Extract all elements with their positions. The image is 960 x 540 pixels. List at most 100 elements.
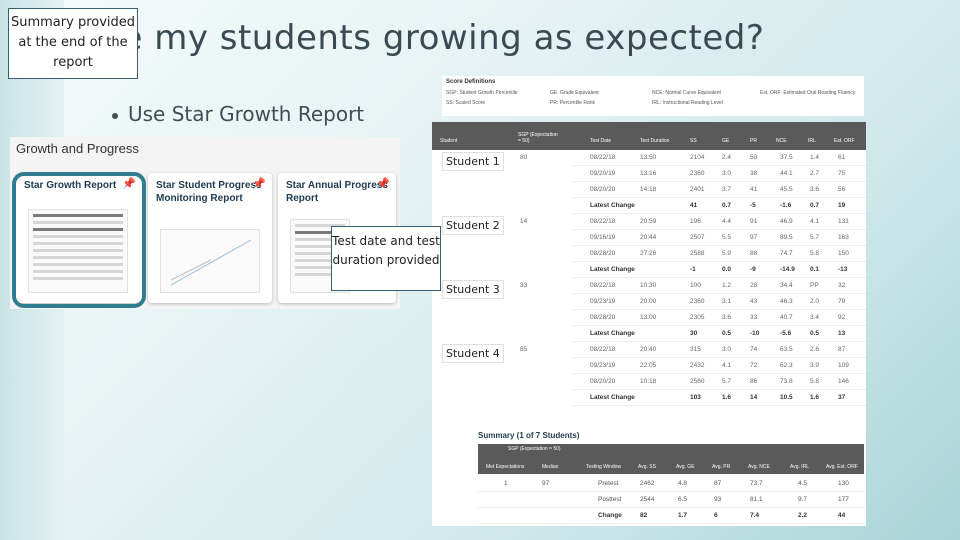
table-cell: 103 [690,394,701,401]
table-row: 09/16/19 20:44 2507 5.5 97 89.5 5.7 163 [572,230,866,246]
table-cell: 79 [838,298,846,305]
table-cell: 09/23/19 [590,298,616,305]
column-header: Avg. IRL [790,464,810,470]
card-title: Star Annual Progress Report [286,180,388,204]
table-cell: 87 [838,346,846,353]
card-progress-monitoring-report[interactable]: Star Student Progress Monitoring Report … [148,173,272,303]
highlight-ring [12,172,146,308]
table-cell: 22:05 [640,362,657,369]
table-cell: 62.3 [780,362,793,369]
table-cell: 50 [750,154,758,161]
column-header: Median [542,464,559,470]
column-header: Avg. NCE [748,464,770,470]
table-cell: 20:40 [640,346,657,353]
table-cell: 43 [750,298,758,305]
summary-table: Summary (1 of 7 Students) SGP (Expectati… [474,428,866,524]
card-star-growth-report[interactable]: Star Growth Report 📌 [16,173,142,303]
student-name: Student 3 [442,280,504,299]
summary-cell: 93 [714,496,722,503]
column-header: NCE [776,138,787,144]
score-definition: NCE: Normal Curve Equivalent [652,90,721,96]
table-cell: 37.5 [780,154,793,161]
slide-title: Are my students growing as expected? [84,18,765,58]
table-cell: 5.7 [722,378,732,385]
table-cell: 163 [838,234,849,241]
table-cell: 74.7 [780,250,793,257]
panel-title: Growth and Progress [16,141,139,156]
callout-summary-frame: Summary provided at the end of the repor… [0,0,141,83]
table-cell: 41 [690,202,698,209]
table-cell: 46.3 [780,298,793,305]
table-cell: 10.5 [780,394,793,401]
table-cell: 4.1 [722,362,732,369]
line-thumbnail-icon [170,239,252,286]
table-cell: 2588 [690,250,705,257]
table-cell: 08/22/18 [590,282,616,289]
pin-icon[interactable]: 📌 [122,178,136,190]
table-cell: 08/20/20 [590,378,616,385]
table-cell: 13 [838,330,846,337]
student-sgp: 80 [520,154,528,161]
table-cell: 150 [838,250,849,257]
summary-cell: 1 [504,480,508,487]
table-cell: 41 [750,186,758,193]
table-cell: 1.2 [722,282,732,289]
pin-icon[interactable]: 📌 [252,178,266,190]
callout-summary: Summary provided at the end of the repor… [8,8,138,79]
summary-cell: 4.8 [678,480,688,487]
table-cell: 1.6 [722,394,732,401]
summary-header-row: SGP (Expectation = 50) Met Expectations … [478,444,864,474]
table-cell: 46.9 [780,218,793,225]
table-cell: 5.5 [722,234,732,241]
table-cell: 09/16/19 [590,234,616,241]
table-row: 09/23/19 20:00 2360 3.1 43 46.3 2.0 79 [572,294,866,310]
summary-row: Posttest 2544 6.5 93 81.1 9.7 177 [478,492,864,508]
table-cell: 38 [750,170,758,177]
score-definitions-heading: Score Definitions [446,79,496,85]
table-row: 08/20/20 10:18 2560 5.7 86 73.8 5.8 146 [572,374,866,390]
latest-change-row: Latest Change 30 0.5 -10 -5.6 0.5 13 [572,326,866,342]
table-cell: 09/23/19 [590,362,616,369]
table-cell: 3.7 [722,186,732,193]
bullet-dot [112,112,118,119]
table-row: 08/22/18 20:59 196 4.4 91 46.9 4.1 131 [572,214,866,230]
table-cell: 75 [838,170,846,177]
pin-icon[interactable]: 📌 [376,178,390,190]
table-cell: 2.0 [810,298,820,305]
table-cell: 2401 [690,186,705,193]
table-cell: 2.6 [810,346,820,353]
table-cell: 28 [750,282,758,289]
summary-cell: 81.1 [750,496,763,503]
table-cell: 10:30 [640,282,657,289]
table-cell: 20:00 [640,298,657,305]
table-cell: 315 [690,346,701,353]
table-cell: 56 [838,186,846,193]
table-cell: 19 [838,202,846,209]
column-header: SGP (Expectation = 50) [518,132,558,144]
student-sgp: 33 [520,282,528,289]
table-cell: -14.9 [780,266,795,273]
table-cell: 5.8 [810,250,820,257]
table-cell: -1.6 [780,202,792,209]
summary-cell: 7.4 [750,512,760,519]
table-cell: 3.6 [810,186,820,193]
card-title: Star Student Progress Monitoring Report [156,180,262,204]
report-thumbnail [160,229,260,293]
column-header: PR [750,138,757,144]
table-cell: PP [810,282,819,289]
table-cell: 27:26 [640,250,657,257]
summary-cell: Pretest [598,480,619,487]
table-cell: 13:50 [640,154,657,161]
column-header: GE [722,138,730,144]
table-cell: 88 [750,250,758,257]
table-cell: 0.5 [810,330,820,337]
table-cell: Latest Change [590,394,635,401]
summary-cell: 4.5 [798,480,808,487]
table-row: 09/20/19 13:16 2360 3.0 38 44.1 2.7 75 [572,166,866,182]
table-cell: 2.4 [722,154,732,161]
table-cell: 14:18 [640,186,657,193]
table-cell: 2560 [690,378,705,385]
table-cell: 89.5 [780,234,793,241]
column-header: Avg. Est. ORF [826,464,858,470]
table-cell: 92 [838,314,846,321]
